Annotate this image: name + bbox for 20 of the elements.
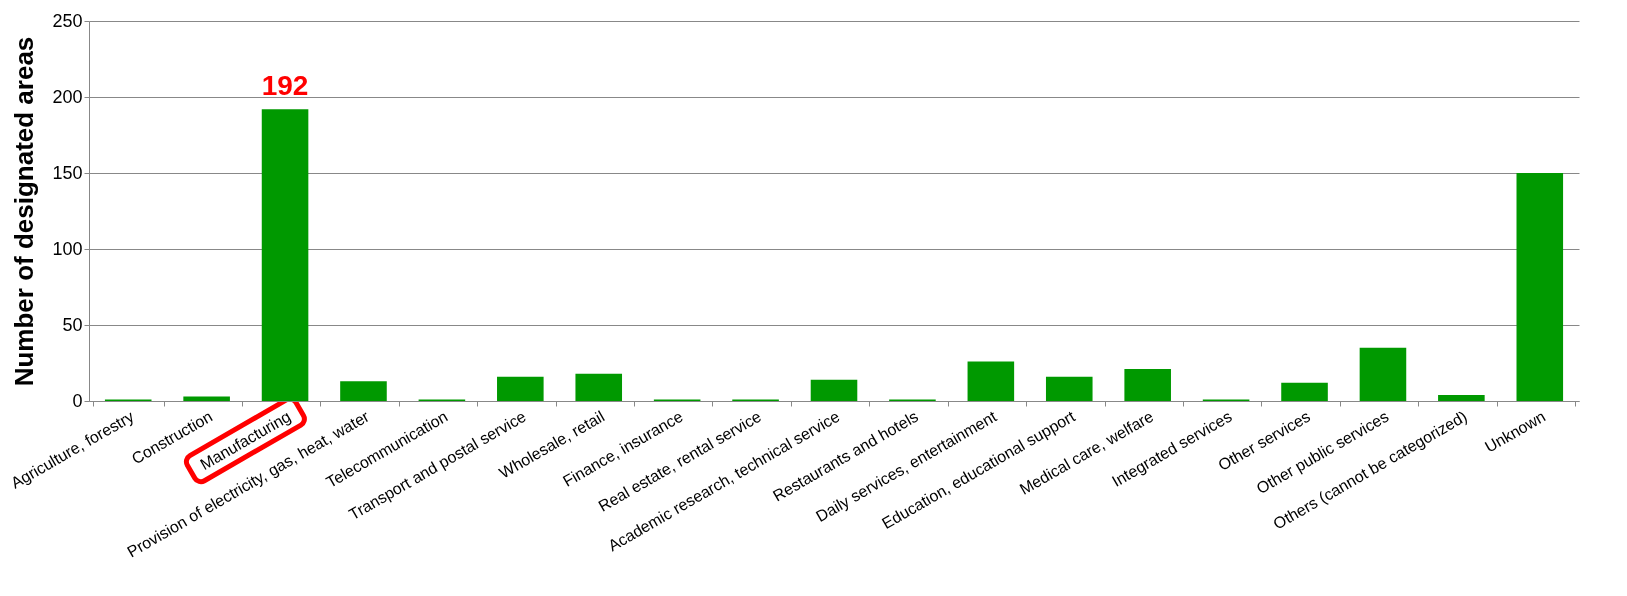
bar: [575, 373, 623, 401]
bar: [1124, 369, 1171, 401]
data-label: 192: [261, 70, 309, 102]
bar: [1516, 173, 1564, 401]
y-tick-label: 0: [72, 390, 83, 411]
bar: [340, 381, 387, 401]
bar: [1359, 347, 1407, 401]
y-axis-title: Number of designated areas: [9, 36, 40, 387]
bar: [497, 376, 544, 401]
y-tick-label: 50: [62, 314, 83, 335]
bar: [1281, 382, 1328, 401]
bar: [967, 361, 1015, 401]
y-tick-label: 100: [52, 238, 83, 259]
bar: [810, 379, 858, 401]
bar: [1045, 376, 1093, 401]
y-tick-label: 200: [52, 86, 83, 107]
bar: [1438, 394, 1485, 401]
bar: [183, 396, 230, 401]
y-tick-label: 150: [52, 162, 83, 183]
y-tick-label: 250: [52, 10, 83, 31]
